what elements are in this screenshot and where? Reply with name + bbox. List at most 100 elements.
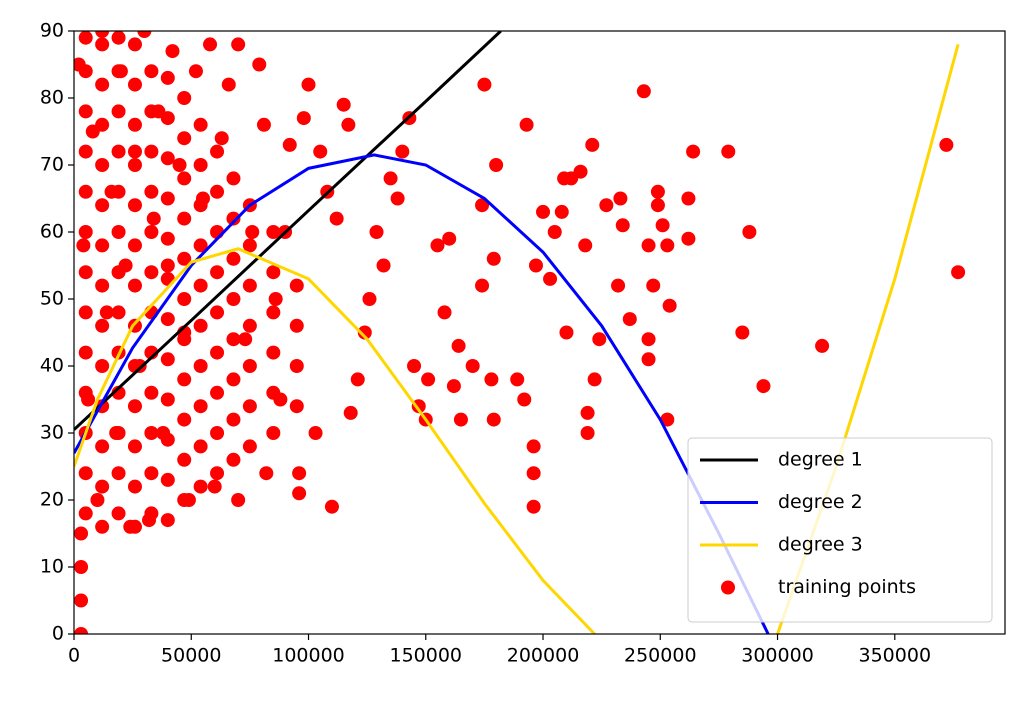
data-point [111,305,126,320]
data-point [242,399,257,414]
data-point [559,325,574,340]
data-point [123,519,138,534]
data-point [193,359,208,373]
data-point [242,238,257,253]
data-point [242,439,257,454]
data-point [74,526,89,541]
data-point [475,198,490,213]
data-point [172,158,187,172]
data-point [221,77,236,92]
data-point [210,305,225,320]
data-point [636,84,651,99]
legend: degree 1 degree 2 degree 3 training points [687,437,993,623]
data-point [99,305,114,320]
data-point [430,238,445,253]
data-point [142,513,157,528]
legend-label: degree 2 [778,491,863,513]
data-point [188,64,203,79]
data-point [226,412,241,427]
data-point [193,238,208,253]
data-point [615,218,630,233]
data-point [390,191,405,206]
data-point [465,359,480,373]
data-point [266,345,281,360]
data-point [592,332,607,347]
data-point [613,191,628,206]
data-point [587,372,602,387]
data-point [611,278,626,293]
data-point [160,191,175,206]
y-tick-label: 30 [40,422,64,444]
data-point [526,499,541,514]
data-point [78,305,93,320]
data-point [74,593,89,608]
data-point [74,627,89,634]
data-point [238,332,253,347]
data-point [273,392,288,407]
data-point [296,111,311,126]
data-point [210,426,225,440]
data-point [266,426,281,440]
data-point [951,265,966,280]
data-point [446,379,461,394]
data-point [127,238,142,253]
data-point [95,238,110,253]
data-point [111,385,126,400]
data-point [95,359,110,373]
data-point [341,117,356,132]
data-point [144,426,159,440]
data-point [226,452,241,467]
axes: 0 50000 100000 150000 200000 250000 300000 3500… [40,20,931,667]
data-point [144,184,159,199]
data-point [177,292,192,306]
data-point [78,345,93,360]
data-point [681,231,696,246]
data-point [160,472,175,487]
axes-frame [73,30,1006,635]
data-point [193,399,208,414]
data-point [242,359,257,373]
x-tick-label: 50000 [161,645,221,667]
data-point [528,258,543,273]
data-point [193,158,208,172]
data-point [599,198,614,213]
data-point [90,493,105,507]
data-point [655,218,670,233]
data-point [453,412,468,427]
data-point [383,171,398,186]
data-point [357,325,372,340]
data-point [78,225,93,239]
data-point [646,278,661,293]
data-point [815,338,830,353]
data-point [536,204,551,219]
y-tick-label: 10 [40,556,64,578]
y-tick-label: 80 [40,87,64,109]
data-point [226,171,241,186]
data-point [177,372,192,387]
data-point [650,184,665,199]
data-point [477,77,492,92]
data-point [137,31,152,38]
data-point [132,359,147,373]
data-point [735,325,750,340]
data-point [95,278,110,293]
x-tick-label: 300000 [741,645,814,667]
data-point [160,151,175,166]
data-point [127,198,142,213]
data-point [177,91,192,105]
data-point [109,426,124,440]
data-point [156,426,171,440]
data-point [78,144,93,159]
x-tick-label: 250000 [624,645,697,667]
data-point [622,312,637,327]
data-point [660,412,675,427]
data-point [85,124,100,139]
data-point [144,385,159,400]
data-point [451,338,466,353]
data-point [526,466,541,481]
data-point [181,493,196,507]
data-point [301,77,316,92]
x-tick-label: 0 [68,645,80,667]
data-point [81,392,96,407]
data-point [214,131,229,146]
